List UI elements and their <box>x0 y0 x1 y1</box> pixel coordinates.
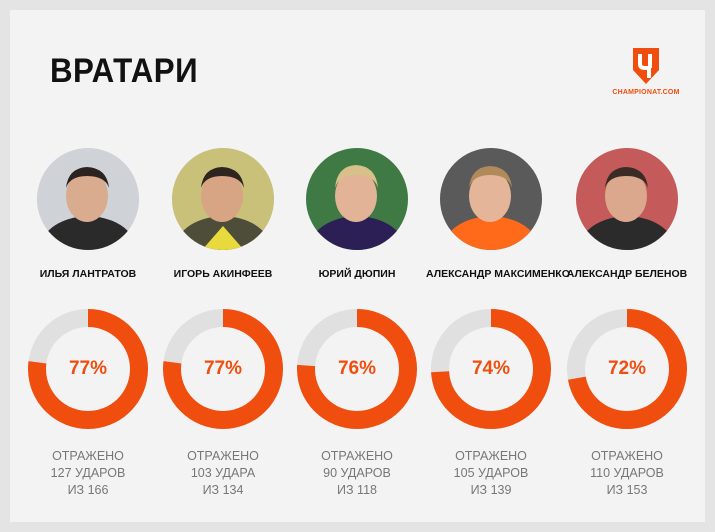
ring-svg <box>567 309 687 429</box>
save-stats: ОТРАЖЕНО 90 УДАРОВ ИЗ 118 <box>292 448 422 499</box>
stats-line: ОТРАЖЕНО <box>52 449 124 463</box>
ring-arc <box>163 309 283 429</box>
percent-label: 74% <box>471 358 511 379</box>
ring-arc <box>431 309 551 429</box>
player-name: АЛЕКСАНДР МАКСИМЕНКО <box>426 268 570 280</box>
stats-line: ИЗ 134 <box>202 483 244 497</box>
stats-line: ОТРАЖЕНО <box>321 449 393 463</box>
stats-line: 127 УДАРОВ <box>50 466 126 480</box>
infographic-card: ВРАТАРИ CHAMPIONAT.COM ИЛЬЯ ЛАНТРАТОВ 77… <box>10 10 705 522</box>
stats-line: 90 УДАРОВ <box>323 466 391 480</box>
player-name: ЮРИЙ ДЮПИН <box>318 268 396 280</box>
save-stats: ОТРАЖЕНО 110 УДАРОВ ИЗ 153 <box>562 448 692 499</box>
player-name: АЛЕКСАНДР БЕЛЕНОВ <box>566 268 688 280</box>
player-photo <box>576 148 678 250</box>
stats-line: ИЗ 166 <box>67 483 109 497</box>
player-card: ИГОРЬ АКИНФЕЕВ 77% ОТРАЖЕНО 103 УДАРА ИЗ… <box>158 148 288 499</box>
ring-arc <box>28 309 148 429</box>
logo: CHAMPIONAT.COM <box>606 46 686 96</box>
stats-line: ИЗ 139 <box>470 483 512 497</box>
stats-line: ИЗ 153 <box>606 483 648 497</box>
ring-svg <box>163 309 283 429</box>
stats-line: 110 УДАРОВ <box>590 466 664 480</box>
stats-line: ИЗ 118 <box>337 483 377 497</box>
percent-label: 76% <box>337 358 377 379</box>
ring-svg <box>297 309 417 429</box>
ring-arc <box>567 309 687 429</box>
save-ring: 77% <box>162 308 284 430</box>
ring-arc <box>297 309 417 429</box>
ring-svg <box>28 309 148 429</box>
stats-line: ОТРАЖЕНО <box>591 449 663 463</box>
save-ring: 77% <box>27 308 149 430</box>
player-name: ИЛЬЯ ЛАНТРАТОВ <box>39 268 137 280</box>
championat-logo-icon <box>633 48 659 84</box>
save-ring: 74% <box>430 308 552 430</box>
save-ring: 76% <box>296 308 418 430</box>
logo-text: CHAMPIONAT.COM <box>612 89 680 96</box>
player-photo <box>306 148 408 250</box>
player-name: ИГОРЬ АКИНФЕЕВ <box>173 268 273 280</box>
player-card: АЛЕКСАНДР БЕЛЕНОВ 72% ОТРАЖЕНО 110 УДАРО… <box>562 148 692 499</box>
player-photo <box>37 148 139 250</box>
percent-label: 77% <box>203 358 243 379</box>
player-photo <box>172 148 274 250</box>
save-ring: 72% <box>566 308 688 430</box>
save-stats: ОТРАЖЕНО 105 УДАРОВ ИЗ 139 <box>426 448 556 499</box>
page-title: ВРАТАРИ <box>50 52 199 90</box>
player-photo <box>440 148 542 250</box>
percent-label: 77% <box>68 358 108 379</box>
ring-svg <box>431 309 551 429</box>
save-stats: ОТРАЖЕНО 127 УДАРОВ ИЗ 166 <box>23 448 153 499</box>
stats-line: ОТРАЖЕНО <box>187 449 259 463</box>
stats-line: 105 УДАРОВ <box>453 466 529 480</box>
save-stats: ОТРАЖЕНО 103 УДАРА ИЗ 134 <box>158 448 288 499</box>
player-card: АЛЕКСАНДР МАКСИМЕНКО 74% ОТРАЖЕНО 105 УД… <box>426 148 570 499</box>
player-card: ЮРИЙ ДЮПИН 76% ОТРАЖЕНО 90 УДАРОВ ИЗ 118 <box>292 148 422 499</box>
stats-line: ОТРАЖЕНО <box>455 449 527 463</box>
stats-line: 103 УДАРА <box>190 466 256 480</box>
percent-label: 72% <box>607 358 647 379</box>
player-card: ИЛЬЯ ЛАНТРАТОВ 77% ОТРАЖЕНО 127 УДАРОВ И… <box>23 148 153 499</box>
